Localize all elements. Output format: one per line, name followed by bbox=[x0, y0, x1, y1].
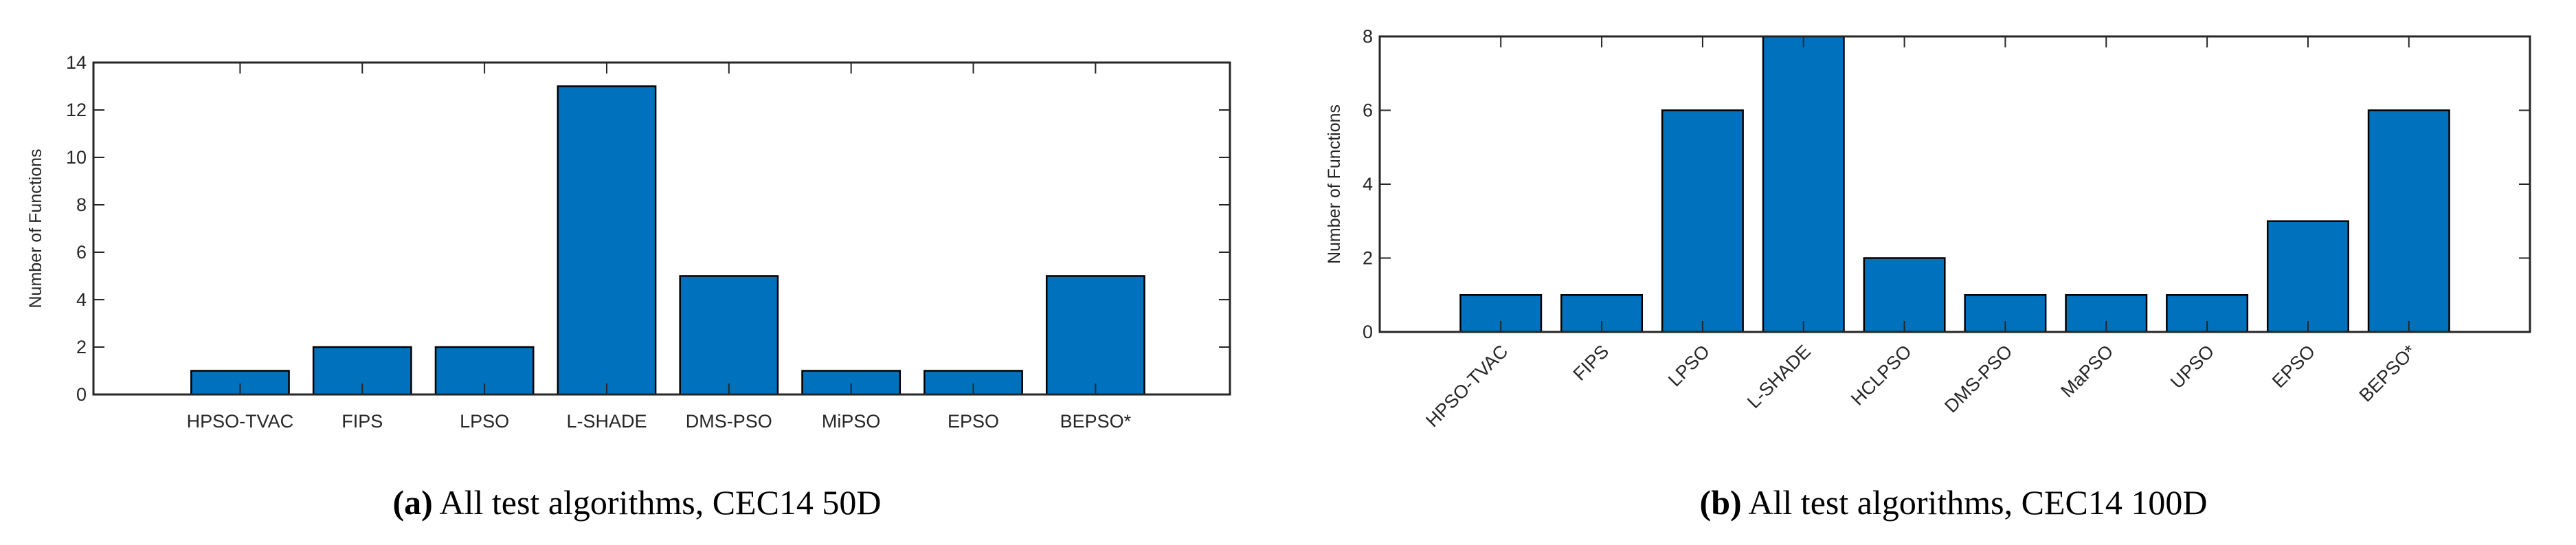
x-tick-label: MaPSO bbox=[2057, 341, 2117, 401]
y-tick-label: 6 bbox=[76, 242, 87, 263]
y-tick-label: 6 bbox=[1363, 100, 1373, 121]
y-tick-label: 10 bbox=[66, 147, 87, 168]
y-tick-label: 14 bbox=[66, 52, 87, 73]
y-axis-label: Number of Functions bbox=[26, 148, 45, 308]
x-tick-label: MiPSO bbox=[822, 411, 881, 432]
x-tick-label: LPSO bbox=[1664, 341, 1714, 390]
y-tick-label: 0 bbox=[76, 384, 87, 405]
y-tick-label: 4 bbox=[1363, 174, 1373, 194]
x-tick-label: L-SHADE bbox=[1743, 341, 1815, 412]
y-tick-label: 8 bbox=[76, 194, 87, 215]
x-tick-label: BEPSO* bbox=[1060, 411, 1132, 432]
bar-l-shade bbox=[1762, 35, 1845, 333]
x-tick-label: L-SHADE bbox=[566, 411, 647, 432]
caption-b-text: All test algorithms, CEC14 100D bbox=[1748, 483, 2207, 522]
caption-a-text: All test algorithms, CEC14 50D bbox=[440, 483, 882, 522]
x-tick-label: FIPS bbox=[341, 411, 383, 432]
x-tick-label: BEPSO* bbox=[2355, 341, 2421, 406]
bar-lpso bbox=[1661, 109, 1744, 333]
caption-a-label: (a) bbox=[392, 483, 432, 522]
chart-panel-b: HPSO-TVAC FIPS LPSO L-SHADE HCLPSO DMS-PSO MaP… bbox=[1325, 26, 2531, 431]
x-tick-label: HPSO-TVAC bbox=[1422, 341, 1512, 431]
bar-bepso- bbox=[1045, 275, 1145, 396]
chart-panel-a: HPSO-TVAC FIPS LPSO L-SHADE DMS-PSO MiPSO EPSO… bbox=[26, 52, 1231, 432]
y-axis-label: Number of Functions bbox=[1325, 104, 1344, 264]
caption-b: (b) All test algorithms, CEC14 100D bbox=[1700, 483, 2208, 522]
x-tick-label: HCLPSO bbox=[1847, 341, 1916, 410]
x-tick-label: LPSO bbox=[460, 411, 509, 432]
y-tick-label: 8 bbox=[1363, 26, 1373, 47]
x-tick-label: EPSO bbox=[2268, 341, 2319, 392]
bar-l-shade bbox=[557, 85, 657, 396]
axes-box bbox=[1378, 35, 2531, 333]
caption-b-label: (b) bbox=[1700, 483, 1742, 522]
bar-dms-pso bbox=[679, 275, 779, 396]
y-tick-label: 2 bbox=[76, 337, 87, 357]
x-tick-label: DMS-PSO bbox=[686, 411, 772, 432]
y-tick-label: 12 bbox=[66, 100, 87, 120]
x-tick-label: HPSO-TVAC bbox=[187, 411, 294, 432]
bar-epso bbox=[2266, 220, 2349, 333]
axes-box bbox=[92, 61, 1231, 396]
y-tick-label: 4 bbox=[76, 289, 87, 310]
bar-hclpso bbox=[1863, 257, 1946, 333]
caption-a: (a) All test algorithms, CEC14 50D bbox=[392, 483, 881, 522]
bar-bepso- bbox=[2367, 109, 2450, 333]
y-tick-label: 2 bbox=[1363, 248, 1373, 269]
x-tick-label: FIPS bbox=[1569, 341, 1613, 385]
x-tick-label: UPSO bbox=[2166, 341, 2218, 392]
y-tick-label: 0 bbox=[1363, 322, 1373, 342]
x-tick-label: EPSO bbox=[948, 411, 999, 432]
x-tick-label: DMS-PSO bbox=[1940, 341, 2016, 416]
